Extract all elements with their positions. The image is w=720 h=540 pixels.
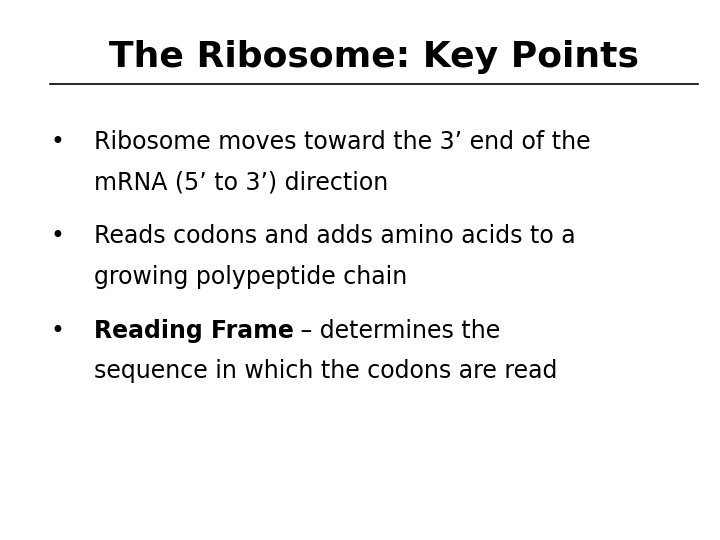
Text: •: •	[50, 224, 65, 248]
Text: mRNA (5’ to 3’) direction: mRNA (5’ to 3’) direction	[94, 170, 388, 194]
Text: Ribosome moves toward the 3’ end of the: Ribosome moves toward the 3’ end of the	[94, 130, 590, 153]
Text: sequence in which the codons are read: sequence in which the codons are read	[94, 359, 557, 383]
Text: growing polypeptide chain: growing polypeptide chain	[94, 265, 407, 288]
Text: – determines the: – determines the	[294, 319, 500, 342]
Text: •: •	[50, 319, 65, 342]
Text: Reads codons and adds amino acids to a: Reads codons and adds amino acids to a	[94, 224, 575, 248]
Text: The Ribosome: Key Points: The Ribosome: Key Points	[109, 40, 639, 75]
Text: Reading Frame: Reading Frame	[94, 319, 294, 342]
Text: •: •	[50, 130, 65, 153]
